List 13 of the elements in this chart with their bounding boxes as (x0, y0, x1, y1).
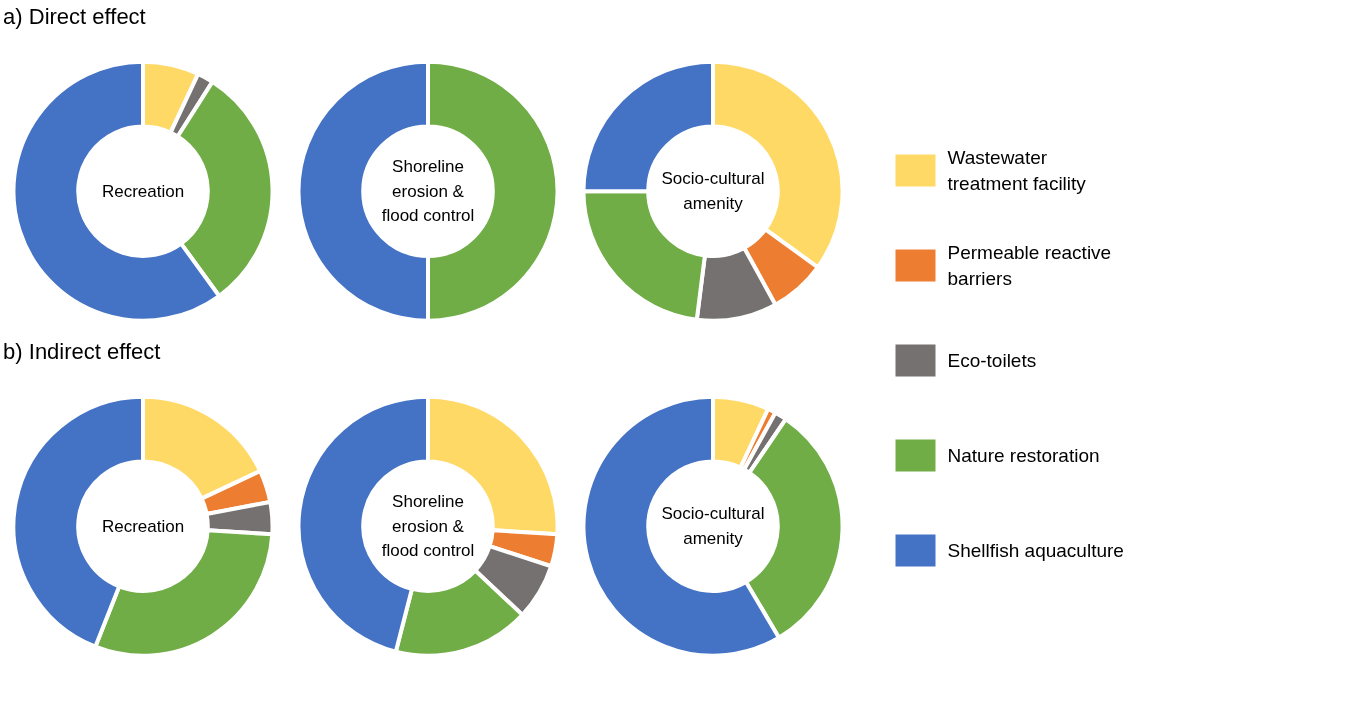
legend-label: Permeable reactive barriers (947, 242, 1112, 289)
legend-label: Shellfish aquaculture (947, 540, 1124, 561)
text: Recreation (101, 516, 185, 536)
text: a) Direct effect (3, 4, 146, 30)
text: b) Indirect effect (3, 339, 161, 365)
legend-label: Wastewater treatment facility (947, 147, 1087, 194)
legend-label: Eco-toilets (947, 350, 1037, 371)
text: Shoreline erosion & flood control (381, 157, 475, 226)
text: Recreation (101, 181, 185, 201)
text: Socio-cultural amenity (661, 504, 765, 548)
text: Shoreline erosion & flood control (381, 492, 475, 561)
legend-label: Nature restoration (947, 445, 1100, 466)
text: Socio-cultural amenity (661, 169, 765, 213)
